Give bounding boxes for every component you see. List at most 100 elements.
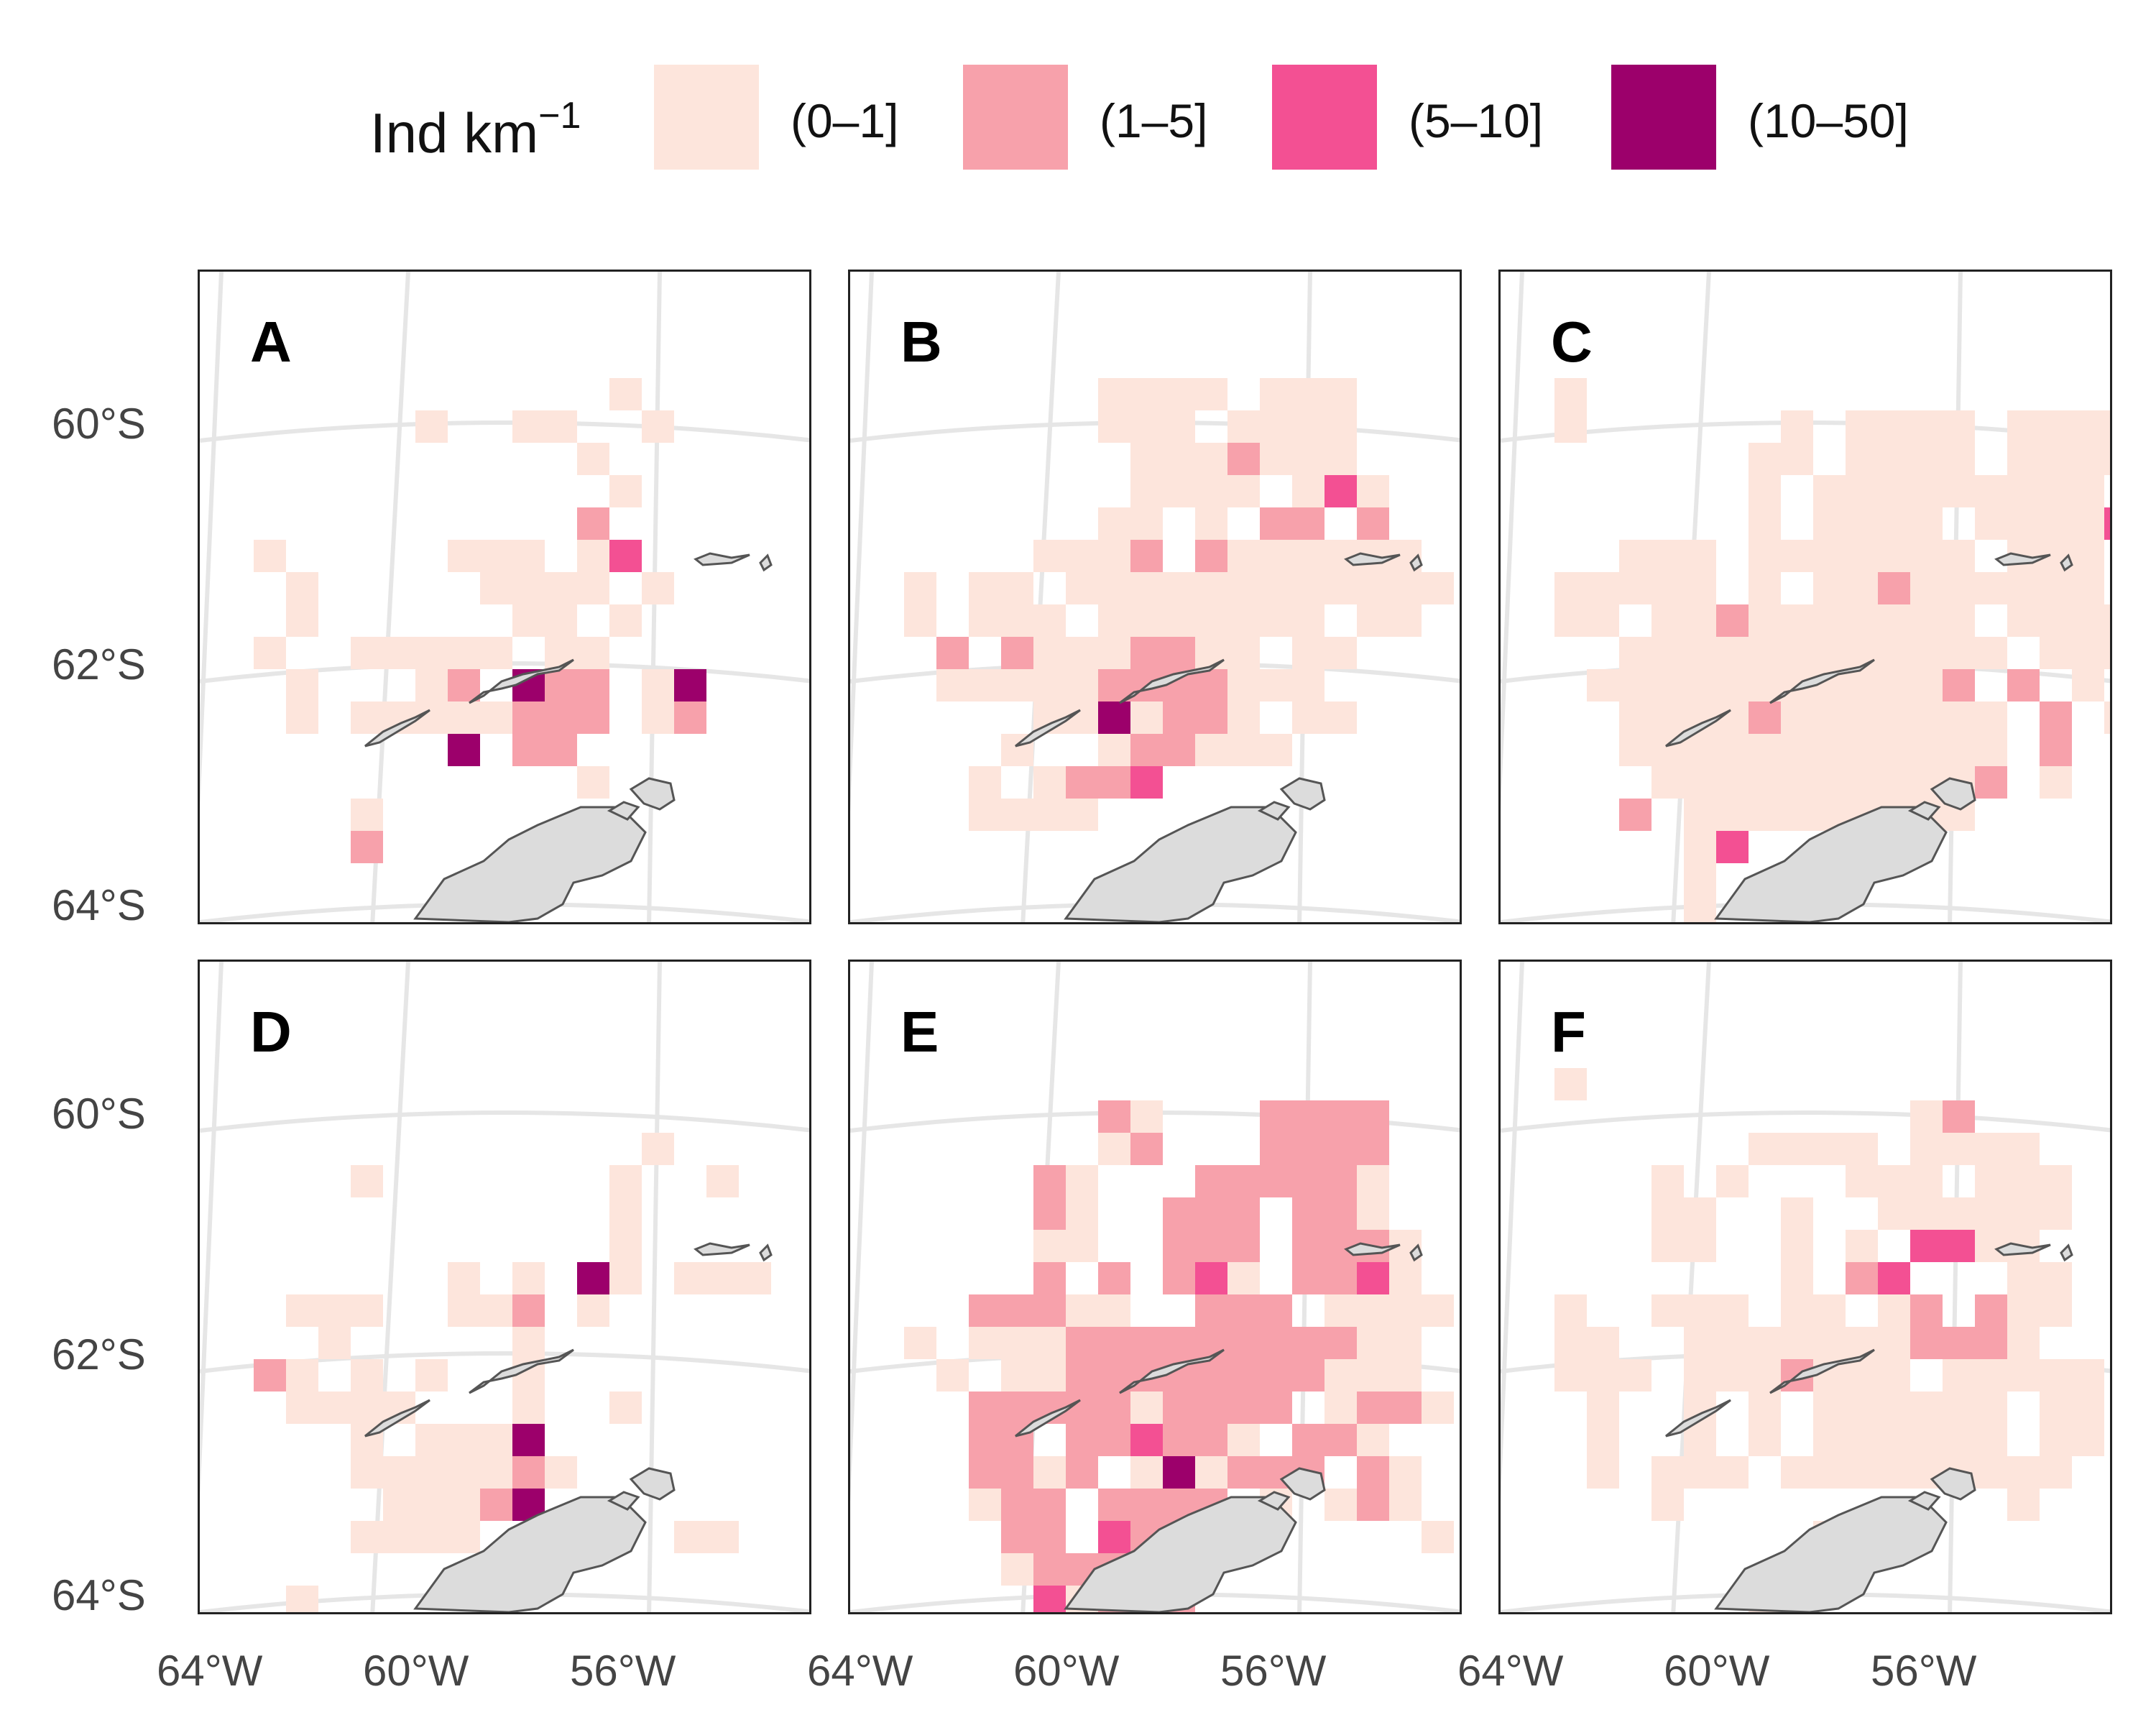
density-cell xyxy=(1846,1456,1878,1489)
density-cell xyxy=(904,604,936,637)
density-cell xyxy=(1163,1262,1195,1294)
density-cell xyxy=(1781,1294,1813,1327)
density-cell xyxy=(415,1456,448,1489)
island-land xyxy=(1409,553,1423,572)
density-cell xyxy=(1260,1392,1292,1424)
density-cell xyxy=(1975,766,2007,799)
density-cell xyxy=(1292,475,1325,507)
density-cell xyxy=(577,1262,609,1294)
density-cell xyxy=(1619,669,1651,702)
density-cell xyxy=(1098,1489,1130,1521)
panel-label-b: B xyxy=(900,310,942,374)
density-cell xyxy=(1846,1230,1878,1262)
graticule-parallel xyxy=(1501,1110,2110,1133)
legend-label-2: (5–10] xyxy=(1409,94,1544,147)
density-cell xyxy=(1195,1197,1227,1230)
density-cell xyxy=(2072,410,2104,443)
density-cell xyxy=(351,1359,383,1392)
density-cell xyxy=(1975,1392,2007,1424)
density-cell xyxy=(1975,1327,2007,1359)
density-cell xyxy=(1001,1327,1033,1359)
density-cell xyxy=(1910,1327,1943,1359)
density-cell xyxy=(1749,1133,1781,1165)
density-cell xyxy=(1163,1392,1195,1424)
density-cell xyxy=(1292,604,1325,637)
density-cell xyxy=(1130,766,1163,799)
density-cell xyxy=(415,1359,448,1392)
density-cell xyxy=(1227,1165,1260,1197)
density-cell xyxy=(577,507,609,540)
island-land xyxy=(1015,709,1081,748)
density-cell xyxy=(1684,831,1716,863)
density-cell xyxy=(1587,1327,1619,1359)
x-tick-c-64w: 64°W xyxy=(1457,1647,1564,1695)
density-cell xyxy=(1098,1262,1130,1294)
density-cell xyxy=(448,1424,480,1456)
legend-swatch-1 xyxy=(963,65,1068,170)
density-cell xyxy=(1878,669,1910,702)
density-cell xyxy=(969,1392,1001,1424)
density-cell xyxy=(1357,1424,1389,1456)
density-cell xyxy=(1325,1133,1357,1165)
density-cell xyxy=(1227,410,1260,443)
density-cell xyxy=(1716,766,1749,799)
island-land xyxy=(1769,658,1875,704)
density-cell xyxy=(1878,572,1910,604)
map-panel-d-graphic xyxy=(200,962,809,1612)
density-cell xyxy=(1357,1489,1389,1521)
density-cell xyxy=(1716,637,1749,669)
x-tick-b-56w: 56°W xyxy=(1220,1647,1327,1695)
density-cell xyxy=(1943,1359,1975,1392)
density-cell xyxy=(1292,507,1325,540)
density-cell xyxy=(609,1392,642,1424)
density-cell xyxy=(545,702,577,734)
density-cell xyxy=(1846,475,1878,507)
density-cell xyxy=(1066,1165,1098,1197)
density-cell xyxy=(1684,799,1716,831)
density-cell xyxy=(1878,410,1910,443)
density-cell xyxy=(1066,1456,1098,1489)
density-cell xyxy=(1292,443,1325,475)
density-cell xyxy=(1651,1456,1684,1489)
density-cell xyxy=(1033,1553,1066,1586)
density-cell xyxy=(2104,604,2110,637)
density-cell xyxy=(1195,443,1227,475)
density-cell xyxy=(1716,1294,1749,1327)
density-cell xyxy=(2040,702,2072,734)
density-cell xyxy=(1227,1197,1260,1230)
density-cell xyxy=(1098,669,1130,702)
density-cell xyxy=(512,1262,545,1294)
density-cell xyxy=(609,540,642,572)
island-land xyxy=(607,801,640,821)
density-cell xyxy=(1292,1197,1325,1230)
density-cell xyxy=(1325,1424,1357,1456)
density-cell xyxy=(1389,1489,1422,1521)
density-cell xyxy=(1098,734,1130,766)
density-cell xyxy=(1846,507,1878,540)
island-land xyxy=(1994,1242,2051,1256)
density-cell xyxy=(1910,1424,1943,1456)
density-cell xyxy=(1001,1359,1033,1392)
density-cell xyxy=(1422,572,1454,604)
density-cell xyxy=(1130,1327,1163,1359)
density-cell xyxy=(1001,604,1033,637)
density-cell xyxy=(545,410,577,443)
antarctic-peninsula-land xyxy=(413,1496,647,1612)
density-cell xyxy=(351,702,383,734)
density-cell xyxy=(1716,799,1749,831)
density-cell xyxy=(2007,1359,2040,1392)
density-cell xyxy=(674,702,706,734)
y-tick-top-64s: 64°S xyxy=(52,881,146,929)
density-cell xyxy=(1325,1165,1357,1197)
density-cell xyxy=(1260,1327,1292,1359)
density-cell xyxy=(2040,507,2072,540)
density-cell xyxy=(1587,669,1619,702)
density-cell xyxy=(351,1165,383,1197)
density-cell xyxy=(1684,1456,1716,1489)
density-cell xyxy=(1098,1327,1130,1359)
density-cell xyxy=(2072,637,2104,669)
island-land xyxy=(2060,1243,2073,1262)
density-cell xyxy=(286,1359,318,1392)
density-cell xyxy=(1684,604,1716,637)
